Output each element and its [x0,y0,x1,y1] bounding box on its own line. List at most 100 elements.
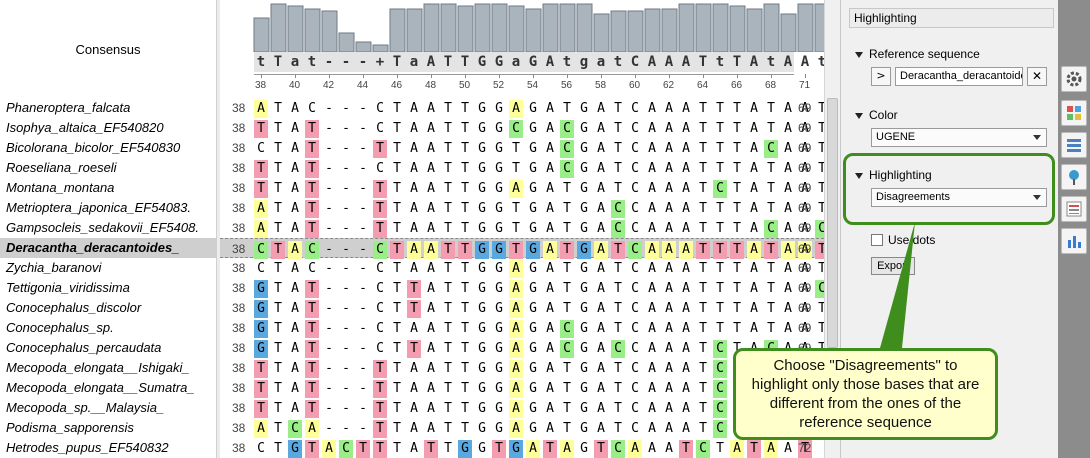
base-cell[interactable]: A [597,361,605,376]
base-cell[interactable]: T [305,300,319,318]
base-cell[interactable]: A [291,221,299,236]
base-cell[interactable]: A [764,440,778,458]
base-cell[interactable]: A [784,221,792,236]
base-cell[interactable]: A [526,440,540,458]
base-cell[interactable]: T [444,321,452,336]
base-cell[interactable]: T [393,201,401,216]
base-cell[interactable]: T [560,241,574,259]
base-cell[interactable]: - [342,161,350,176]
base-cell[interactable]: T [699,341,707,356]
alignment-row[interactable]: 38 A T A C - - - C T A A T T G G A G A T G A T C A A A T T T A T A A T 69 [220,98,824,118]
base-cell[interactable]: G [495,321,503,336]
base-cell[interactable]: A [597,221,605,236]
base-cell[interactable]: A [665,281,673,296]
base-cell[interactable]: - [325,221,333,236]
base-cell[interactable]: T [716,161,724,176]
base-cell[interactable]: T [305,220,319,238]
base-cell[interactable]: T [733,301,741,316]
base-cell[interactable]: A [784,101,792,116]
base-cell[interactable]: - [359,281,367,296]
base-cell[interactable]: T [563,301,571,316]
base-cell[interactable]: A [784,301,792,316]
base-cell[interactable]: T [373,380,387,398]
base-cell[interactable]: T [767,201,775,216]
base-cell[interactable]: A [665,321,673,336]
base-cell[interactable]: C [376,281,384,296]
base-cell[interactable]: T [716,121,724,136]
base-cell[interactable]: - [342,141,350,156]
base-cell[interactable]: - [359,421,367,436]
base-cell[interactable]: T [614,401,622,416]
base-cell[interactable]: A [546,121,554,136]
base-cell[interactable]: A [784,441,792,456]
base-cell[interactable]: C [509,120,523,138]
base-cell[interactable]: C [376,101,384,116]
base-cell[interactable]: A [597,301,605,316]
base-cell[interactable]: - [325,321,333,336]
section-reference-sequence[interactable]: Reference sequence [855,47,980,61]
base-cell[interactable]: T [563,181,571,196]
base-cell[interactable]: T [461,401,469,416]
base-cell[interactable]: G [495,201,503,216]
base-cell[interactable]: - [342,201,350,216]
base-cell[interactable]: G [495,381,503,396]
sequence-name[interactable]: Zychia_baranovi [6,260,102,275]
base-cell[interactable]: A [410,261,418,276]
scrollbar-thumb[interactable] [827,98,838,348]
base-cell[interactable]: A [648,161,656,176]
base-cell[interactable]: T [699,421,707,436]
base-cell[interactable]: T [390,241,404,259]
section-highlighting[interactable]: Highlighting [855,168,932,182]
base-cell[interactable]: G [458,440,472,458]
base-cell[interactable]: G [478,181,486,196]
base-cell[interactable]: G [495,121,503,136]
base-cell[interactable]: A [801,221,809,236]
base-cell[interactable]: T [444,361,452,376]
base-cell[interactable]: C [713,420,727,438]
base-cell[interactable]: T [444,201,452,216]
base-cell[interactable]: A [665,361,673,376]
base-cell[interactable]: - [359,341,367,356]
base-cell[interactable]: C [631,261,639,276]
base-cell[interactable]: C [631,421,639,436]
base-cell[interactable]: A [546,401,554,416]
base-cell[interactable]: - [342,301,350,316]
base-cell[interactable]: A [801,281,809,296]
base-cell[interactable]: C [376,121,384,136]
base-cell[interactable]: C [373,241,387,259]
base-cell[interactable]: C [308,101,316,116]
base-cell[interactable]: - [359,321,367,336]
base-cell[interactable]: T [424,440,438,458]
base-cell[interactable]: G [288,440,302,458]
base-cell[interactable]: T [254,360,268,378]
base-cell[interactable]: - [325,341,333,356]
base-cell[interactable]: G [478,261,486,276]
base-cell[interactable]: C [611,220,625,238]
base-cell[interactable]: T [512,141,520,156]
base-cell[interactable]: - [325,381,333,396]
alignment-row[interactable]: 38 C T A C - - - C T A A T T G G A G A T G A T C A A A T T T A T A A T 69 [220,258,824,278]
base-cell[interactable]: - [325,361,333,376]
base-cell[interactable]: A [750,161,758,176]
base-cell[interactable]: C [560,120,574,138]
base-cell[interactable]: T [818,201,824,216]
base-cell[interactable]: A [784,261,792,276]
base-cell[interactable]: A [665,341,673,356]
base-cell[interactable]: A [597,381,605,396]
base-cell[interactable]: C [611,440,625,458]
base-cell[interactable]: G [495,141,503,156]
base-cell[interactable]: A [410,321,418,336]
base-cell[interactable]: A [801,301,809,316]
base-cell[interactable]: A [648,361,656,376]
base-cell[interactable]: T [274,361,282,376]
base-cell[interactable]: C [560,160,574,178]
base-cell[interactable]: A [546,321,554,336]
base-cell[interactable]: G [580,181,588,196]
base-cell[interactable]: A [750,321,758,336]
alignment-row[interactable]: 38 G T A T - - - C T T A T T G G A G A T G A T C A A A T T T A T A A T 69 [220,298,824,318]
base-cell[interactable]: A [597,121,605,136]
alignment-row[interactable]: 38 G T A T - - - C T T A T T G G A G A T G A T C A A A T T T A T A A C 69 [220,278,824,298]
base-cell[interactable]: C [376,321,384,336]
base-cell[interactable]: C [631,181,639,196]
